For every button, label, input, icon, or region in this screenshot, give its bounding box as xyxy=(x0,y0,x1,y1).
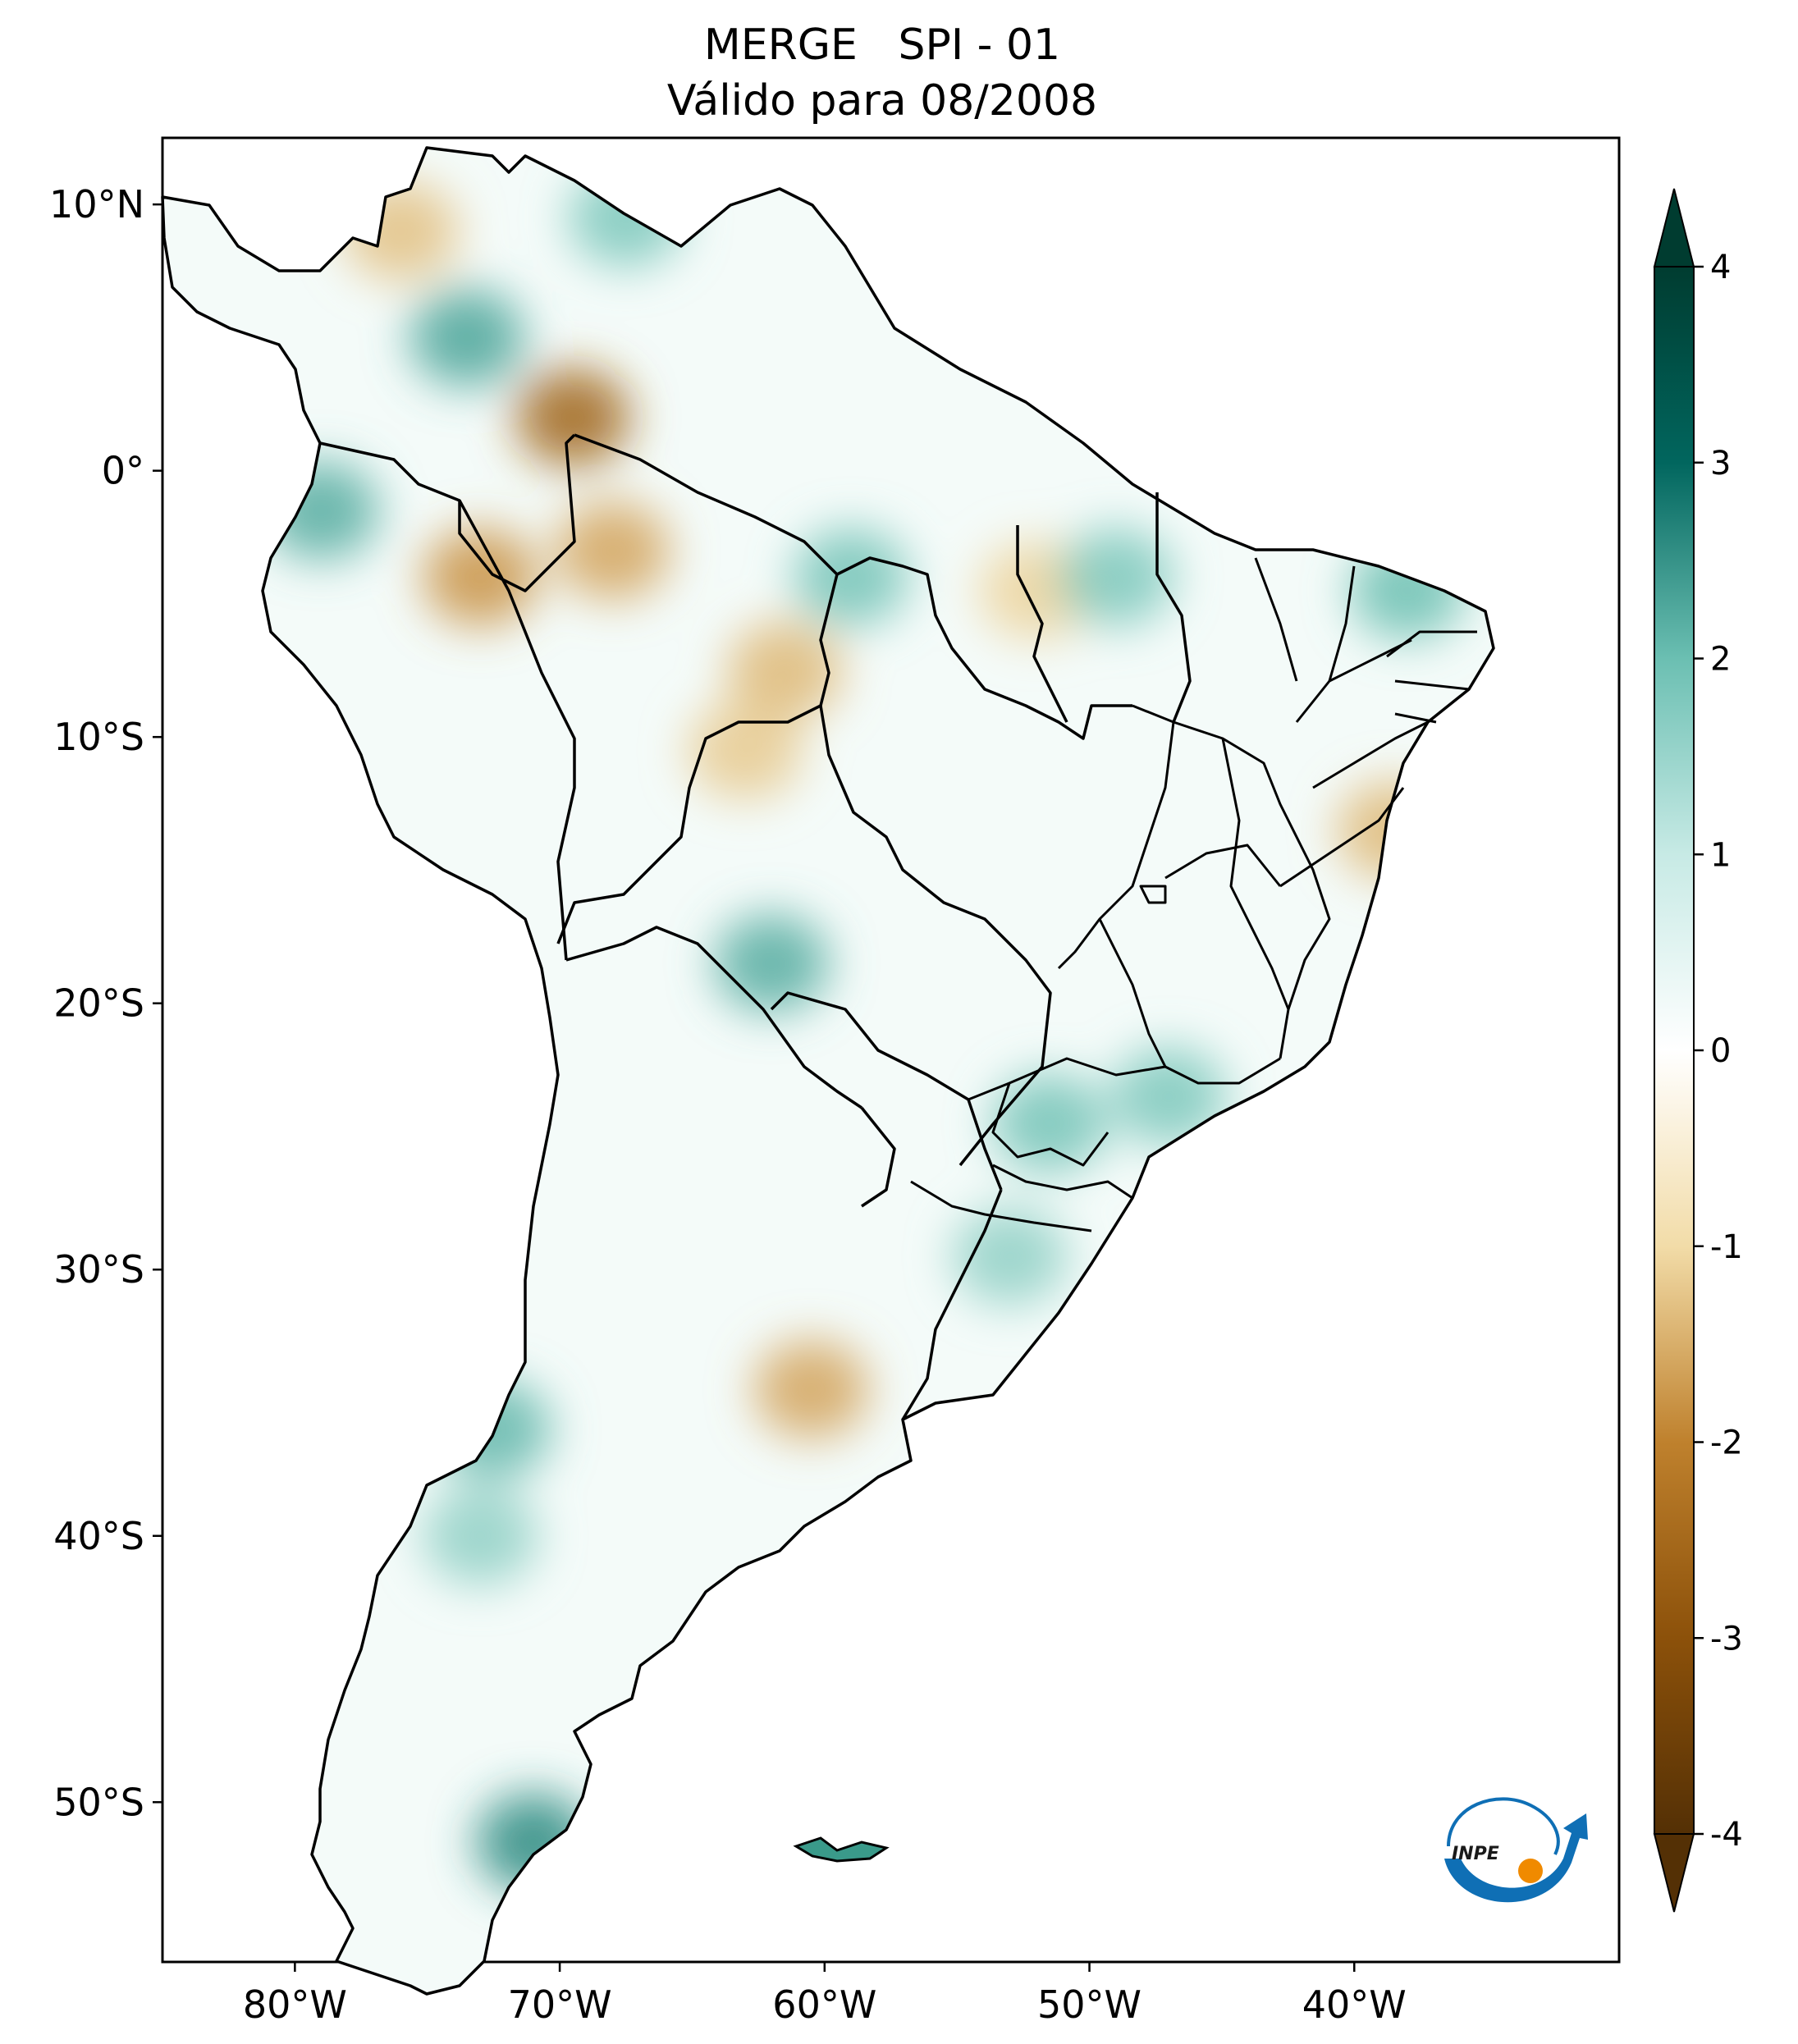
spi-anomaly-cell xyxy=(423,528,538,627)
spi-anomaly-cell xyxy=(409,288,525,387)
lat-tick-label: 10°N xyxy=(49,182,144,226)
lat-tick-label: 0° xyxy=(102,449,144,493)
lat-tick-label: 40°S xyxy=(53,1514,144,1558)
colorbar-ticks: 4 3 2 1 0 -1 -2 -3 -4 xyxy=(1694,249,1743,1854)
lat-tick-label: 30°S xyxy=(53,1247,144,1292)
colorbar-gradient xyxy=(1654,266,1695,1835)
longitude-axis: 80°W 70°W 60°W 50°W 40°W xyxy=(243,1962,1407,2027)
lat-tick-label: 10°S xyxy=(53,715,144,759)
spi-anomaly-cell xyxy=(688,701,803,800)
lon-tick-label: 40°W xyxy=(1302,1982,1407,2027)
colorbar-extend-min xyxy=(1653,1833,1695,1913)
colorbar-tick-label: -4 xyxy=(1710,1816,1743,1854)
colorbar-tick-label: -3 xyxy=(1710,1620,1743,1658)
colorbar-extend-max xyxy=(1653,188,1695,268)
spi-anomaly-cell xyxy=(515,368,631,467)
spi-anomaly-cell xyxy=(555,501,670,601)
falkland-islands xyxy=(793,1836,890,1863)
colorbar-tick-label: 1 xyxy=(1710,836,1731,874)
inpe-logo: INPE xyxy=(1444,1797,1588,1903)
spi-anomaly-field xyxy=(263,168,1465,1895)
colorbar: 4 3 2 1 0 -1 -2 -3 -4 xyxy=(1653,188,1743,1913)
colorbar-tick-label: 4 xyxy=(1710,249,1731,286)
country-borders xyxy=(161,146,1495,1996)
spi-anomaly-cell xyxy=(992,1073,1108,1173)
colorbar-tick-label: 0 xyxy=(1710,1032,1731,1070)
lon-tick-label: 60°W xyxy=(772,1982,876,2027)
colorbar-tick-label: -2 xyxy=(1710,1424,1743,1462)
colorbar-tick-label: -1 xyxy=(1710,1228,1743,1266)
map-title-line1: MERGE SPI - 01 xyxy=(704,21,1060,70)
map-title-line2: Válido para 08/2008 xyxy=(667,76,1097,126)
lon-tick-label: 70°W xyxy=(508,1982,612,2027)
spi-anomaly-cell xyxy=(727,621,843,720)
lon-tick-label: 50°W xyxy=(1037,1982,1141,2027)
spi-anomaly-cell xyxy=(714,914,830,1013)
spi-anomaly-cell xyxy=(753,1340,869,1439)
lat-tick-label: 50°S xyxy=(53,1780,144,1824)
lat-tick-label: 20°S xyxy=(53,981,144,1026)
spi-anomaly-cell xyxy=(1058,528,1174,627)
spi-anomaly-cell xyxy=(952,1207,1068,1306)
spi-anomaly-cell xyxy=(794,528,909,627)
latitude-axis: 10°N 0° 10°S 20°S 30°S 40°S 50°S xyxy=(49,182,162,1824)
lon-tick-label: 80°W xyxy=(243,1982,347,2027)
spi-anomaly-cell xyxy=(423,1486,538,1585)
state-borders xyxy=(910,557,1477,1232)
colorbar-tick-label: 2 xyxy=(1710,641,1731,679)
colorbar-tick-label: 3 xyxy=(1710,445,1731,482)
inpe-logo-text: INPE xyxy=(1452,1844,1499,1864)
